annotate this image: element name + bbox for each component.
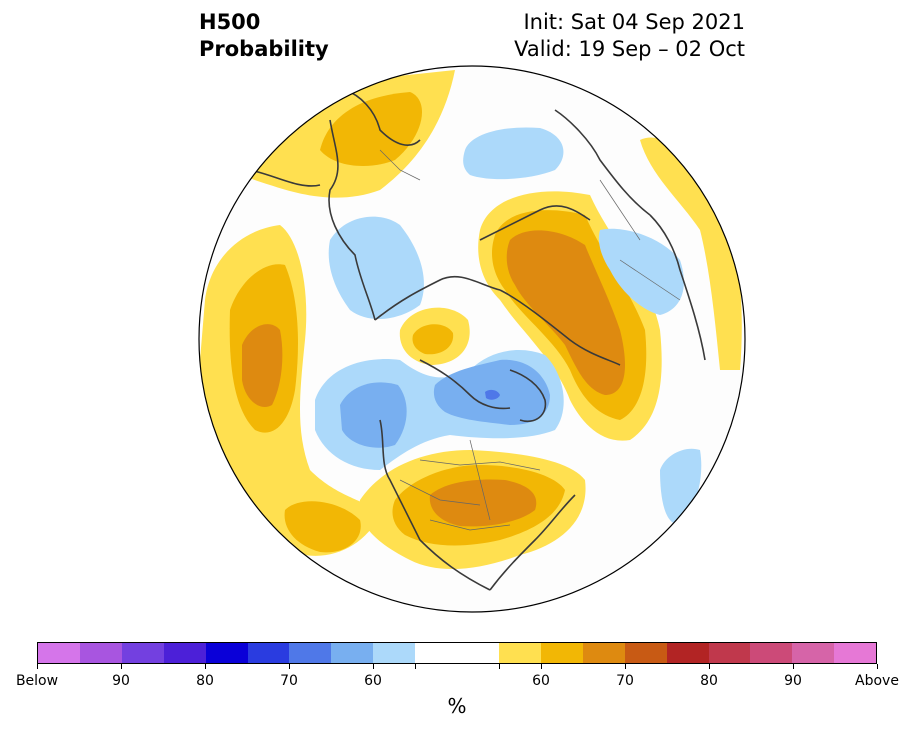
colorbar-label: 60 [364, 673, 382, 689]
plot-title-left: H500 Probability [199, 9, 329, 63]
contour-above-europe-60 [320, 92, 422, 166]
colorbar-label: 70 [280, 673, 298, 689]
colorbar-segment [373, 643, 416, 663]
colorbar-label: 90 [112, 673, 130, 689]
contour-below-atlantic [660, 448, 702, 525]
contour-below-canada-60 [340, 382, 407, 448]
colorbar-segment [792, 643, 835, 663]
colorbar [37, 642, 877, 664]
colorbar-tick [792, 664, 794, 669]
probability-field [199, 66, 745, 612]
colorbar-tick [204, 664, 206, 669]
contour-below-alaska [328, 216, 424, 320]
colorbar-segment [331, 643, 374, 663]
contour-below-central-asia [598, 228, 684, 315]
contour-below-siberia [463, 127, 564, 180]
colorbar-tick [876, 664, 878, 669]
colorbar-segment [415, 643, 458, 663]
colorbar-segment [289, 643, 332, 663]
colorbar-segment [38, 643, 80, 663]
colorbar-tick [414, 664, 416, 669]
colorbar-label: Below [15, 673, 59, 689]
colorbar-segment [624, 643, 667, 663]
contour-above-pacific-south [284, 501, 361, 553]
colorbar-segment [79, 643, 122, 663]
colorbar-unit: % [447, 694, 467, 718]
init-date: Init: Sat 04 Sep 2021 [523, 10, 745, 34]
colorbar-tick [708, 664, 710, 669]
colorbar-labels: Below 90 80 70 60 60 70 80 90 Above [0, 673, 915, 693]
polar-map [198, 65, 746, 613]
colorbar-segment [247, 643, 290, 663]
coastlines [249, 89, 706, 591]
colorbar-segment [582, 643, 625, 663]
colorbar-tick [288, 664, 290, 669]
colorbar-label: Above [855, 673, 899, 689]
contour-above-pacific-65 [242, 324, 283, 408]
colorbar-tick [120, 664, 122, 669]
contour-below-greenland-65 [485, 389, 500, 400]
colorbar-segment [205, 643, 248, 663]
variable-title: H500 [199, 10, 261, 34]
colorbar-label: 60 [532, 673, 550, 689]
valid-period: Valid: 19 Sep – 02 Oct [514, 37, 745, 61]
colorbar-tick [540, 664, 542, 669]
colorbar-label: 70 [616, 673, 634, 689]
colorbar-segment [666, 643, 709, 663]
colorbar-segment [750, 643, 793, 663]
colorbar-segment [708, 643, 751, 663]
colorbar-segment [121, 643, 164, 663]
subtitle: Probability [199, 37, 329, 61]
colorbar-tick [372, 664, 374, 669]
colorbar-segment [457, 643, 499, 663]
plot-title-right: Init: Sat 04 Sep 2021 Valid: 19 Sep – 02… [514, 9, 745, 63]
contour-above-arctic-60 [412, 324, 454, 355]
map-boundary [198, 65, 746, 613]
colorbar-segment [834, 643, 877, 663]
colorbar-ticks [0, 664, 915, 670]
colorbar-tick [36, 664, 38, 669]
colorbar-label: 80 [196, 673, 214, 689]
colorbar-tick [498, 664, 500, 669]
colorbar-segment [163, 643, 206, 663]
colorbar-segment [540, 643, 583, 663]
colorbar-label: 90 [784, 673, 802, 689]
colorbar-tick [624, 664, 626, 669]
contour-above-eastcanada-65 [429, 479, 537, 527]
borders [379, 149, 681, 531]
colorbar-segment [498, 643, 541, 663]
colorbar-label: 80 [700, 673, 718, 689]
